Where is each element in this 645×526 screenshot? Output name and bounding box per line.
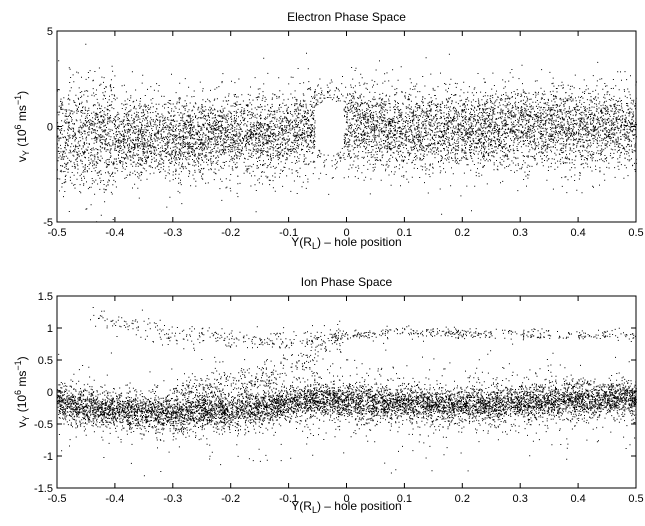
x-tick-label: 0.5	[628, 227, 643, 239]
x-tick-label: 0.3	[513, 227, 528, 239]
x-tick-label: 0.2	[455, 493, 470, 505]
y-axis-label: vY (106 ms−1)	[13, 91, 31, 162]
y-tick-label: 0	[47, 122, 53, 134]
x-tick-label: -0.4	[105, 227, 124, 239]
x-tick-label: 0.4	[570, 493, 585, 505]
y-tick-label: -1	[43, 451, 53, 463]
x-tick-label: -0.2	[221, 493, 240, 505]
x-tick-label: -0.3	[163, 493, 182, 505]
x-tick-label: 0	[343, 227, 349, 239]
x-tick-label: -0.1	[279, 227, 298, 239]
x-axis-ticks: -0.5 -0.4 -0.3 -0.2 -0.1 0 0.1 0.2 0.3 0.4 0.5	[48, 31, 644, 239]
y-axis-ticks: -5 0 5	[43, 26, 636, 229]
y-tick-label: -1.5	[34, 483, 53, 495]
x-tick-label: -0.5	[48, 227, 67, 239]
chart-title: Electron Phase Space	[287, 10, 406, 24]
x-tick-label: -0.3	[163, 227, 182, 239]
y-axis-label: vY (106 ms−1)	[13, 356, 31, 427]
scatter-points	[57, 43, 637, 223]
scatter-points	[57, 307, 637, 477]
x-tick-label: 0.3	[513, 493, 528, 505]
x-tick-label: 0.1	[397, 493, 412, 505]
x-tick-label: 0.2	[455, 227, 470, 239]
plot-frame	[56, 30, 637, 223]
y-tick-label: -5	[43, 217, 53, 229]
x-tick-label: -0.5	[48, 493, 67, 505]
y-axis-ticks: -1.5 -1 -0.5 0 0.5 1 1.5	[34, 291, 636, 495]
x-axis-label: Y(RL) – hole position	[291, 499, 401, 515]
chart-title: Ion Phase Space	[301, 275, 393, 289]
x-tick-label: -0.2	[221, 227, 240, 239]
y-tick-label: 0.5	[38, 355, 53, 367]
y-tick-label: 1.5	[38, 291, 53, 303]
x-tick-label: 0.1	[397, 227, 412, 239]
x-tick-label: 0	[343, 493, 349, 505]
ion-phase-space-panel: Ion Phase Space -0.5 -0.4 -0.3 -0.2 -0.1 0 0.1…	[13, 275, 644, 515]
x-tick-label: 0.5	[628, 493, 643, 505]
x-tick-label: -0.1	[279, 493, 298, 505]
x-tick-label: 0.4	[570, 227, 585, 239]
x-axis-label: Y(RL) – hole position	[291, 235, 401, 251]
scatter-point-cloud	[57, 307, 637, 477]
y-tick-label: -0.5	[34, 419, 53, 431]
x-axis-ticks: -0.5 -0.4 -0.3 -0.2 -0.1 0 0.1 0.2 0.3 0.4 0.5	[48, 296, 644, 505]
y-tick-label: 0	[47, 387, 53, 399]
scatter-point-cloud	[57, 43, 637, 223]
y-tick-label: 1	[47, 323, 53, 335]
x-tick-label: -0.4	[105, 493, 124, 505]
y-tick-label: 5	[47, 26, 53, 38]
electron-phase-space-panel: Electron Phase Space -0.5 -0.4 -0.3 -0.2 -0.…	[13, 10, 644, 251]
